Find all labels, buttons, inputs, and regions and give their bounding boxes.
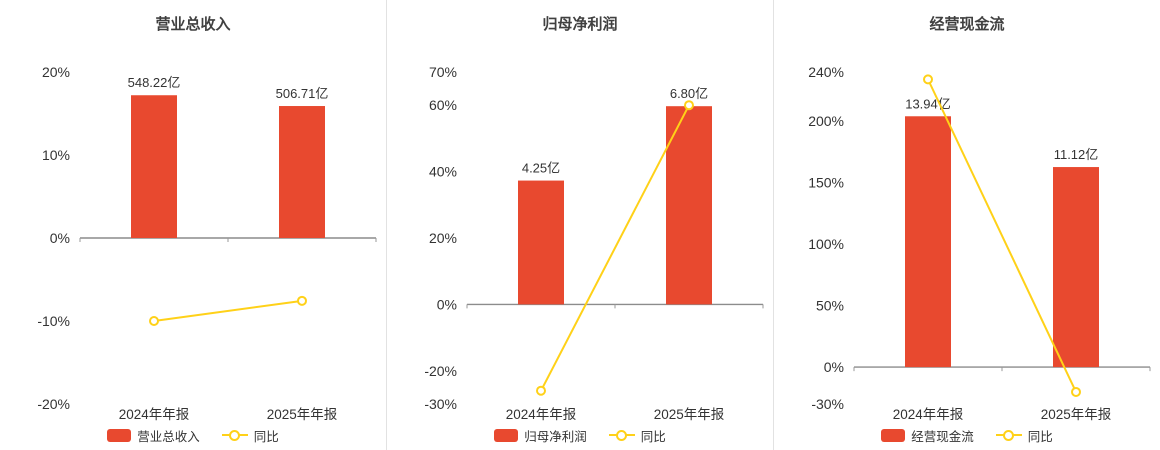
bar-series-swatch-icon: [107, 428, 132, 442]
line-series-swatch-icon: [608, 428, 635, 442]
bar-2025年年报: [1053, 167, 1099, 368]
x-axis-label: 2024年年报: [119, 407, 190, 422]
legend-label-bar-series: 经营现金流: [911, 429, 974, 444]
x-axis-label: 2025年年报: [1041, 407, 1112, 422]
bar-series-swatch-icon: [494, 428, 519, 442]
yoy-line: [927, 78, 1077, 393]
bar-2025年年报: [666, 106, 712, 305]
legend-item-yoy-line[interactable]: 同比: [221, 426, 279, 444]
y-tick-label: 20%: [429, 230, 457, 246]
chart-title-net-profit: 归母净利润: [542, 16, 618, 33]
x-axis-label: 2025年年报: [267, 407, 338, 422]
legend-item-yoy-line[interactable]: 同比: [608, 426, 666, 444]
legend-label-line-series: 同比: [640, 429, 666, 444]
y-tick-label: 200%: [808, 113, 844, 129]
chart-canvas-revenue: 20% 10% 0% -10% -20% 548.22亿 2024年年报 506.71亿 202…: [37, 64, 377, 422]
yoy-point: [684, 100, 694, 111]
bar-value-label: 11.12亿: [1054, 147, 1099, 162]
y-tick-label: 0%: [437, 296, 457, 312]
legend-label-line-series: 同比: [253, 429, 279, 444]
chart-panel-net-profit: 归母净利润 70% 60% 40% 20% 0% -20% -30% 4.25亿 2024年年报…: [386, 0, 773, 450]
chart-legend-revenue: 营业总收入 同比: [0, 426, 386, 444]
legend-label-bar-series: 营业总收入: [137, 429, 200, 444]
y-tick-label: 0%: [50, 230, 70, 246]
line-series-swatch-icon: [221, 428, 248, 442]
y-tick-label: 100%: [808, 236, 844, 252]
y-tick-label: 240%: [808, 64, 844, 80]
line-series-swatch-icon: [995, 428, 1022, 442]
bar-2024年年报: [518, 180, 564, 305]
chart-canvas-cash-flow: 240% 200% 150% 100% 50% 0% -30% 13.94亿 2024年年报 11…: [808, 64, 1151, 422]
y-tick-label: 50%: [816, 298, 844, 314]
yoy-point: [297, 295, 307, 306]
y-tick-label: 40%: [429, 164, 457, 180]
chart-canvas-net-profit: 70% 60% 40% 20% 0% -20% -30% 4.25亿 2024年年报 6.80亿 2…: [424, 64, 764, 422]
yoy-line: [540, 104, 690, 392]
yoy-point: [536, 385, 546, 396]
y-tick-label: 70%: [429, 64, 457, 80]
y-tick-label: 20%: [42, 64, 70, 80]
bar-value-label: 6.80亿: [670, 86, 708, 101]
legend-label-bar-series: 归母净利润: [524, 429, 587, 444]
chart-legend-cash-flow: 经营现金流 同比: [774, 426, 1160, 444]
bar-value-label: 4.25亿: [522, 161, 560, 176]
y-tick-label: -10%: [37, 313, 70, 329]
y-tick-label: -30%: [811, 396, 844, 412]
yoy-point: [923, 74, 933, 85]
legend-item-revenue-bars[interactable]: 营业总收入: [107, 426, 200, 444]
x-axis-label: 2024年年报: [893, 407, 964, 422]
bar-2024年年报: [131, 95, 177, 238]
y-tick-label: -20%: [424, 363, 457, 379]
y-tick-label: 10%: [42, 147, 70, 163]
bar-2024年年报: [905, 116, 951, 368]
chart-panel-revenue: 营业总收入 20% 10% 0% -10% -20% 548.22亿 2024年年报 506.…: [0, 0, 386, 450]
x-axis-label: 2025年年报: [654, 407, 725, 422]
chart-panel-cash-flow: 经营现金流 240% 200% 150% 100% 50% 0% -30% 13.94亿 202…: [773, 0, 1160, 450]
bar-value-label: 13.94亿: [905, 96, 951, 111]
yoy-point: [149, 316, 159, 326]
y-tick-label: -20%: [37, 396, 70, 412]
y-tick-label: 60%: [429, 97, 457, 113]
yoy-point: [1071, 386, 1081, 397]
chart-legend-net-profit: 归母净利润 同比: [387, 426, 773, 444]
bar-series-swatch-icon: [881, 428, 906, 442]
bar-value-label: 506.71亿: [276, 86, 329, 101]
chart-title-revenue: 营业总收入: [155, 16, 231, 33]
x-axis-label: 2024年年报: [506, 407, 577, 422]
legend-label-line-series: 同比: [1027, 429, 1053, 444]
bar-2025年年报: [279, 106, 325, 238]
y-tick-label: -30%: [424, 396, 457, 412]
bar-value-label: 548.22亿: [128, 75, 181, 90]
legend-item-yoy-line[interactable]: 同比: [995, 426, 1053, 444]
yoy-line: [153, 299, 303, 322]
y-tick-label: 150%: [808, 175, 844, 191]
legend-item-cash-flow-bars[interactable]: 经营现金流: [881, 426, 974, 444]
chart-title-cash-flow: 经营现金流: [929, 16, 1005, 33]
legend-item-net-profit-bars[interactable]: 归母净利润: [494, 426, 587, 444]
y-tick-label: 0%: [824, 359, 844, 375]
